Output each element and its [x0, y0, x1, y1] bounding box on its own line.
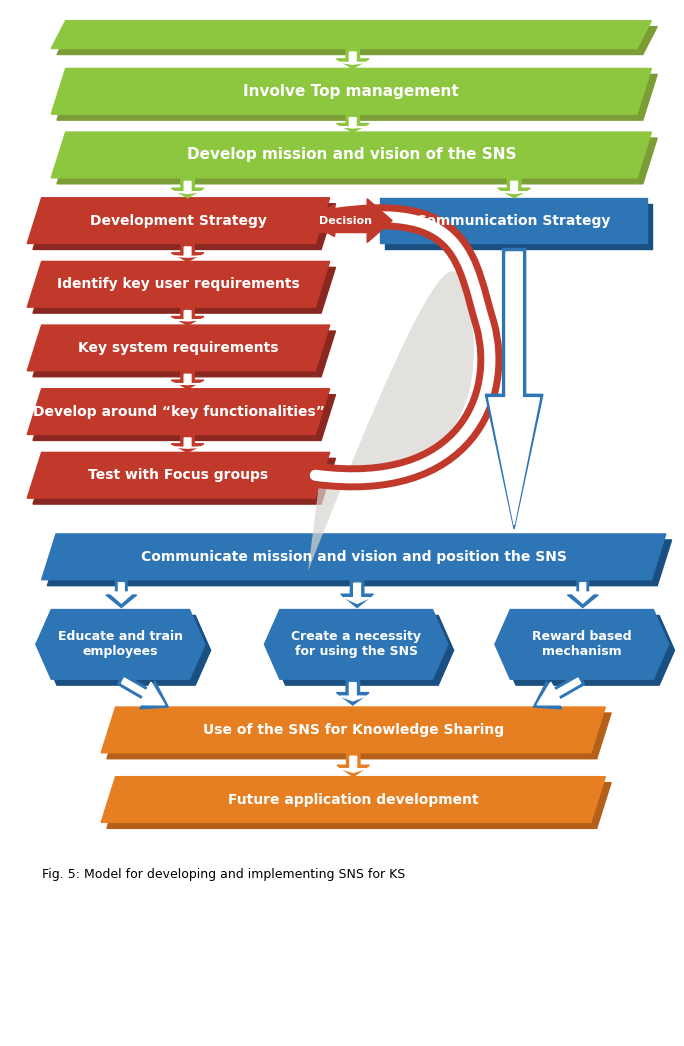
Text: Develop around “key functionalities”: Develop around “key functionalities” — [33, 405, 324, 418]
Polygon shape — [36, 610, 205, 679]
Polygon shape — [340, 117, 366, 128]
Text: Future application development: Future application development — [228, 793, 479, 806]
Text: Communicate mission and vision and position the SNS: Communicate mission and vision and posit… — [141, 550, 566, 564]
Polygon shape — [109, 583, 134, 604]
Polygon shape — [171, 371, 204, 389]
Polygon shape — [270, 615, 453, 685]
Polygon shape — [51, 68, 651, 114]
Polygon shape — [340, 52, 366, 64]
PathPatch shape — [320, 266, 474, 476]
Polygon shape — [107, 713, 611, 758]
Polygon shape — [171, 178, 204, 198]
Text: Development Strategy: Development Strategy — [90, 213, 267, 228]
Polygon shape — [174, 247, 200, 257]
Polygon shape — [337, 753, 369, 776]
Polygon shape — [171, 244, 204, 262]
Polygon shape — [27, 389, 330, 434]
Polygon shape — [488, 252, 540, 525]
Polygon shape — [101, 707, 605, 753]
Polygon shape — [57, 26, 657, 54]
Polygon shape — [174, 311, 200, 321]
Text: Create a necessity
for using the SNS: Create a necessity for using the SNS — [291, 631, 421, 658]
Polygon shape — [498, 178, 531, 198]
Polygon shape — [33, 268, 335, 313]
Polygon shape — [27, 198, 330, 244]
Polygon shape — [486, 249, 543, 529]
Polygon shape — [33, 331, 335, 377]
Polygon shape — [174, 181, 200, 194]
Polygon shape — [570, 583, 595, 604]
Polygon shape — [337, 48, 369, 68]
Polygon shape — [33, 394, 335, 440]
Polygon shape — [57, 138, 657, 184]
Polygon shape — [568, 579, 598, 608]
Polygon shape — [106, 579, 137, 608]
Text: Reward based
mechanism: Reward based mechanism — [532, 631, 631, 658]
Polygon shape — [171, 434, 204, 452]
Polygon shape — [341, 579, 373, 608]
Polygon shape — [315, 199, 392, 243]
Polygon shape — [344, 584, 370, 604]
Text: Use of the SNS for Knowledge Sharing: Use of the SNS for Knowledge Sharing — [202, 723, 504, 736]
Polygon shape — [42, 615, 211, 685]
Polygon shape — [537, 678, 581, 705]
Text: Test with Focus groups: Test with Focus groups — [88, 469, 269, 482]
Text: Fig. 5: Model for developing and implementing SNS for KS: Fig. 5: Model for developing and impleme… — [42, 868, 405, 881]
Text: Decision: Decision — [319, 215, 371, 226]
Polygon shape — [27, 325, 330, 371]
Polygon shape — [265, 610, 448, 679]
Polygon shape — [174, 438, 200, 448]
Polygon shape — [47, 540, 672, 586]
Text: Key system requirements: Key system requirements — [78, 341, 278, 355]
Bar — [385, 204, 653, 249]
Polygon shape — [33, 204, 335, 249]
Bar — [380, 198, 646, 244]
Text: Involve Top management: Involve Top management — [244, 84, 459, 98]
Polygon shape — [501, 181, 527, 194]
Polygon shape — [174, 374, 200, 385]
Polygon shape — [337, 679, 369, 705]
Polygon shape — [118, 674, 168, 709]
Polygon shape — [337, 114, 369, 132]
Polygon shape — [495, 610, 669, 679]
Polygon shape — [171, 308, 204, 325]
Polygon shape — [306, 205, 337, 236]
Polygon shape — [340, 683, 366, 701]
Text: Develop mission and vision of the SNS: Develop mission and vision of the SNS — [187, 147, 516, 162]
Polygon shape — [27, 262, 330, 308]
Polygon shape — [101, 776, 605, 822]
Text: Communication Strategy: Communication Strategy — [416, 213, 610, 228]
Polygon shape — [501, 615, 674, 685]
Polygon shape — [341, 756, 366, 772]
Polygon shape — [27, 452, 330, 498]
Polygon shape — [534, 674, 585, 709]
Text: Identify key user requirements: Identify key user requirements — [57, 277, 300, 291]
Polygon shape — [51, 132, 651, 178]
Polygon shape — [42, 533, 666, 579]
Polygon shape — [33, 458, 335, 504]
Polygon shape — [57, 74, 657, 120]
Polygon shape — [51, 21, 651, 48]
Polygon shape — [107, 782, 611, 828]
Text: Educate and train
employees: Educate and train employees — [58, 631, 183, 658]
Polygon shape — [122, 678, 165, 705]
